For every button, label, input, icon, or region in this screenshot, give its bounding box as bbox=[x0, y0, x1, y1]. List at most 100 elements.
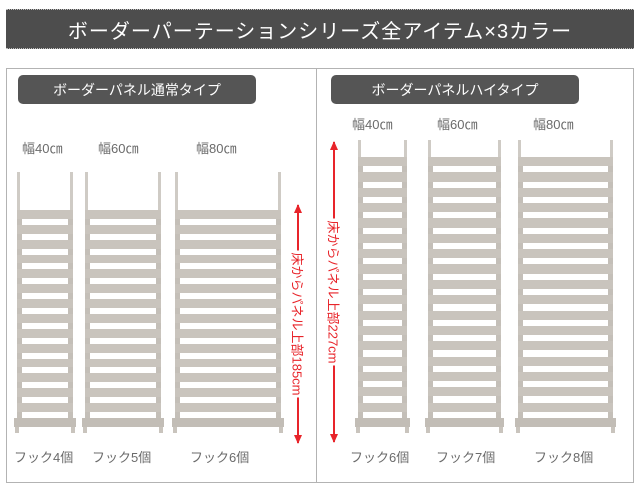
panel-post-right bbox=[404, 140, 407, 161]
panel-slat bbox=[358, 249, 407, 259]
panel-slat bbox=[17, 314, 73, 323]
panel-leg-right bbox=[405, 427, 409, 433]
panel-slat bbox=[518, 295, 613, 305]
width-label-normal-80: 幅80㎝ bbox=[196, 141, 237, 156]
panel-slat bbox=[518, 371, 613, 382]
panel-slat bbox=[428, 172, 501, 182]
panel-leg-right bbox=[611, 427, 615, 433]
panel-slat bbox=[428, 249, 501, 259]
panel-slat bbox=[358, 218, 407, 228]
panel-base-rail bbox=[355, 418, 410, 427]
panel-slat bbox=[358, 279, 407, 290]
panel-slat bbox=[518, 172, 613, 182]
panel-slat bbox=[358, 325, 407, 336]
panel-post-left bbox=[518, 140, 521, 161]
panel-slat bbox=[428, 387, 501, 397]
panel-slat bbox=[17, 358, 73, 368]
panel-slat bbox=[175, 239, 281, 249]
panel-slat bbox=[175, 284, 281, 294]
panel-slat bbox=[175, 299, 281, 309]
panel-slat bbox=[17, 403, 73, 413]
panel-slat bbox=[518, 157, 613, 167]
section-divider bbox=[316, 68, 317, 483]
panel-slat bbox=[17, 284, 73, 294]
dimension-high-type: 床からパネル上部227cm bbox=[323, 141, 345, 443]
panel-slat bbox=[17, 239, 73, 249]
panel-slat bbox=[518, 233, 613, 243]
panel-slat bbox=[428, 187, 501, 197]
panel-post-right bbox=[158, 172, 161, 214]
panel-slat bbox=[518, 387, 613, 397]
arrow-up-icon bbox=[293, 204, 302, 213]
arrow-down-icon bbox=[329, 434, 338, 443]
panel-slat bbox=[85, 210, 161, 219]
panel-slat bbox=[85, 328, 161, 338]
panel-slat bbox=[518, 187, 613, 197]
panel-slat bbox=[428, 295, 501, 305]
panel-slat bbox=[428, 218, 501, 228]
panel-high-60 bbox=[425, 140, 504, 433]
arrow-down-icon bbox=[293, 435, 302, 444]
panel-slat bbox=[85, 239, 161, 249]
panel-slat bbox=[175, 269, 281, 279]
panel-slat bbox=[358, 157, 407, 167]
panel-leg-right bbox=[499, 427, 503, 433]
panel-slat bbox=[358, 356, 407, 366]
panel-post-left bbox=[85, 172, 88, 214]
panel-base-rail bbox=[425, 418, 504, 427]
panel-slat bbox=[358, 172, 407, 182]
panel-slat bbox=[175, 314, 281, 323]
panel-post-left bbox=[175, 172, 178, 214]
panel-slat bbox=[518, 264, 613, 274]
panel-base-rail bbox=[14, 418, 76, 427]
panel-post-left bbox=[17, 172, 20, 214]
width-label-normal-40: 幅40㎝ bbox=[22, 141, 63, 156]
panel-slat bbox=[428, 341, 501, 351]
panel-slat bbox=[17, 299, 73, 309]
panel-post-right bbox=[498, 140, 501, 161]
panel-leg-left bbox=[426, 427, 430, 433]
panel-slat bbox=[518, 249, 613, 259]
panel-slat bbox=[518, 203, 613, 213]
panel-post-right bbox=[278, 172, 281, 214]
panel-slat bbox=[358, 371, 407, 382]
panel-slat bbox=[175, 210, 281, 219]
panel-post-right bbox=[610, 140, 613, 161]
panel-slat bbox=[17, 343, 73, 353]
panel-slat bbox=[428, 402, 501, 412]
panel-leg-right bbox=[279, 427, 283, 433]
panel-slat bbox=[358, 264, 407, 274]
panel-slat bbox=[358, 233, 407, 243]
panel-slat bbox=[175, 224, 281, 234]
panel-post-left bbox=[428, 140, 431, 161]
panel-slat bbox=[175, 254, 281, 264]
panel-slat bbox=[428, 371, 501, 382]
panel-slat bbox=[358, 387, 407, 397]
page-title-bar: ボーダーパーテーションシリーズ全アイテム×3カラー bbox=[6, 9, 634, 49]
panel-high-80 bbox=[515, 140, 616, 433]
panel-slat bbox=[518, 325, 613, 336]
panel-base-rail bbox=[82, 418, 164, 427]
dimension-normal-type: 床からパネル上部185cm bbox=[287, 204, 309, 444]
panel-slat bbox=[17, 254, 73, 264]
panel-post-left bbox=[358, 140, 361, 161]
panel-slat bbox=[85, 224, 161, 234]
panel-slat bbox=[358, 203, 407, 213]
panel-slat bbox=[17, 388, 73, 398]
panel-slat bbox=[85, 343, 161, 353]
panel-slat bbox=[428, 264, 501, 274]
panel-slat bbox=[17, 373, 73, 383]
panel-slat bbox=[175, 388, 281, 398]
panel-slat bbox=[428, 279, 501, 290]
arrow-up-icon bbox=[329, 141, 338, 150]
panel-slat bbox=[428, 356, 501, 366]
panel-normal-60 bbox=[82, 172, 164, 433]
panel-slat bbox=[358, 341, 407, 351]
panel-slat bbox=[85, 254, 161, 264]
hooks-label-high-40: フック6個 bbox=[350, 450, 410, 465]
panel-slat bbox=[175, 403, 281, 413]
panel-normal-80 bbox=[172, 172, 284, 433]
panel-high-40 bbox=[355, 140, 410, 433]
hooks-label-normal-40: フック4個 bbox=[14, 450, 74, 465]
panel-slat bbox=[518, 356, 613, 366]
